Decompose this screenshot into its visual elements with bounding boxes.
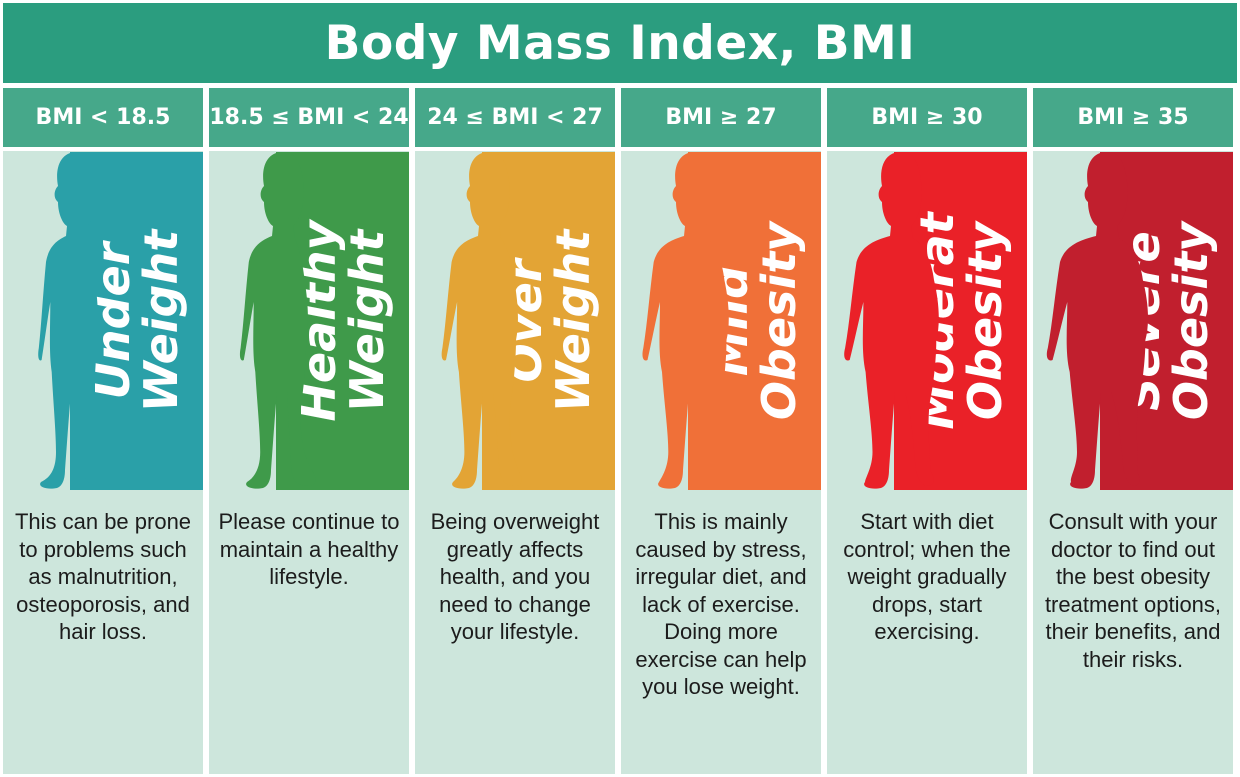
bmi-column-body: Severe Obesity Consult with your doctor … xyxy=(1033,151,1233,774)
bmi-column-body: Mild Obesity This is mainly caused by st… xyxy=(621,151,821,774)
category-description: Consult with your doctor to find out the… xyxy=(1044,509,1222,672)
body-silhouette-icon xyxy=(844,152,939,489)
category-description: Start with diet control; when the weight… xyxy=(843,509,1011,644)
category-description: This is mainly caused by stress, irregul… xyxy=(635,509,807,699)
bmi-column-severe-obesity: BMI ≥ 35 Severe Obesity Consult with you… xyxy=(1033,88,1233,774)
category-label-line2: Weight xyxy=(339,229,394,413)
category-description: Being overweight greatly affects health,… xyxy=(430,509,600,644)
category-label-line2: Weight xyxy=(545,229,600,413)
body-silhouette-shape xyxy=(239,152,316,489)
category-description: This can be prone to problems such as ma… xyxy=(14,509,192,644)
bmi-column-healthy: 18.5 ≤ BMI < 24 Healthy Weight Please co… xyxy=(209,88,409,774)
bmi-column-body: Under Weight This can be prone to proble… xyxy=(3,151,203,774)
body-silhouette-shape xyxy=(441,152,522,489)
bmi-column-body: Moderat Obesity Start with diet control;… xyxy=(827,151,1027,774)
category-label-line2: Obesity xyxy=(751,221,806,421)
bmi-range-header: BMI ≥ 35 xyxy=(1033,88,1233,147)
body-silhouette-shape xyxy=(1046,152,1149,489)
page-title: Body Mass Index, BMI xyxy=(324,15,916,71)
bmi-range-header: 24 ≤ BMI < 27 xyxy=(415,88,615,147)
body-silhouette-icon xyxy=(441,152,522,489)
bmi-column-body: Over Weight Being overweight greatly aff… xyxy=(415,151,615,774)
bmi-column-body: Healthy Weight Please continue to mainta… xyxy=(209,151,409,774)
body-silhouette-shape xyxy=(38,152,110,489)
category-label-line2: Obesity xyxy=(957,221,1012,421)
body-silhouette-icon xyxy=(38,152,110,489)
bmi-range-header: BMI ≥ 27 xyxy=(621,88,821,147)
bmi-range-header: 18.5 ≤ BMI < 24 xyxy=(209,88,409,147)
bmi-column-overweight: 24 ≤ BMI < 27 Over Weight Being overweig… xyxy=(415,88,615,774)
category-description: Please continue to maintain a healthy li… xyxy=(218,509,400,589)
bmi-column-underweight: BMI < 18.5 Under Weight This can be pron… xyxy=(3,88,203,774)
body-silhouette-icon xyxy=(239,152,316,489)
bmi-column-mild-obesity: BMI ≥ 27 Mild Obesity This is mainly cau… xyxy=(621,88,821,774)
category-label-line2: Obesity xyxy=(1163,221,1218,421)
body-silhouette-icon xyxy=(1046,152,1149,489)
body-silhouette-shape xyxy=(844,152,939,489)
bmi-column-moderate-obesity: BMI ≥ 30 Moderat Obesity Start with diet… xyxy=(827,88,1027,774)
bmi-range-header: BMI ≥ 30 xyxy=(827,88,1027,147)
category-label-line2: Weight xyxy=(133,229,188,413)
title-banner: Body Mass Index, BMI xyxy=(3,3,1237,83)
bmi-range-header: BMI < 18.5 xyxy=(3,88,203,147)
body-silhouette-shape xyxy=(642,152,729,489)
body-silhouette-icon xyxy=(642,152,729,489)
